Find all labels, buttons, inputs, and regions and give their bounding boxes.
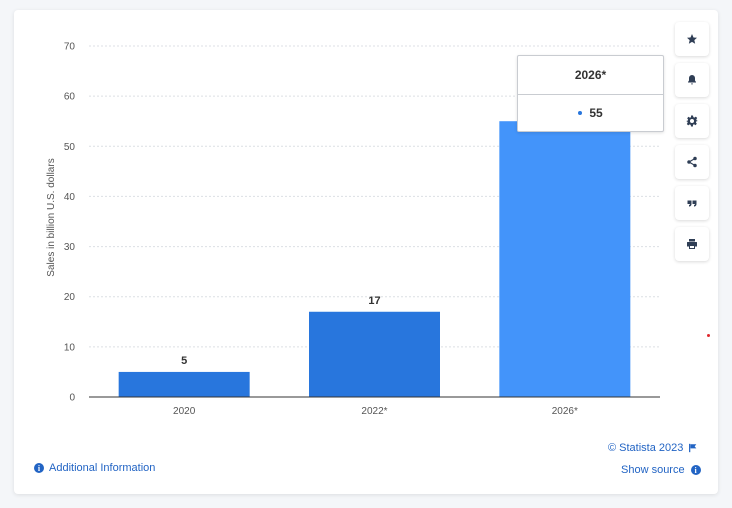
copyright-label: © Statista 2023 [608,442,684,454]
info-icon: i [690,465,701,475]
bell-icon [688,75,696,85]
y-tick-label: 20 [64,292,76,303]
tooltip-body: 55 [518,95,663,131]
favorite-button[interactable] [675,22,709,56]
gear-icon [686,115,698,127]
x-tick-label: 2022* [361,406,387,417]
series-dot [578,111,583,115]
flag-icon [689,443,697,453]
share-button[interactable] [675,145,709,179]
bar [118,371,250,397]
show-source-link[interactable]: Show source i [621,464,701,476]
share-icon [687,156,697,168]
x-tick-label: 2026* [552,406,578,417]
y-tick-label: 60 [64,92,76,103]
tooltip-value: 55 [589,106,603,120]
y-tick-label: 30 [64,242,76,253]
data-label: 17 [368,295,380,307]
y-tick-label: 70 [64,42,76,53]
bar [309,311,440,397]
statista-credit[interactable]: © Statista 2023 [608,442,698,454]
indicator-dot [707,334,710,337]
data-label: 5 [181,355,187,367]
y-tick-label: 0 [69,393,75,404]
y-tick-label: 50 [64,142,76,153]
tooltip-title: 2026* [518,56,663,95]
quote-icon [687,200,697,207]
additional-information-label: Additional Information [49,462,156,474]
notification-button[interactable] [675,63,709,97]
cite-button[interactable] [675,186,709,220]
show-source-label: Show source [621,464,685,476]
print-icon [687,239,697,249]
bar [499,121,631,397]
chart-tooltip: 2026* 55 [517,55,664,132]
additional-information-link[interactable]: i Additional Information [34,462,155,474]
y-axis-label: Sales in billion U.S. dollars [46,158,57,276]
y-tick-label: 40 [64,192,76,203]
settings-button[interactable] [675,104,709,138]
star-icon [687,34,697,44]
x-tick-label: 2020 [173,406,196,417]
info-icon: i [34,463,44,473]
print-button[interactable] [675,227,709,261]
y-tick-label: 10 [64,342,76,353]
